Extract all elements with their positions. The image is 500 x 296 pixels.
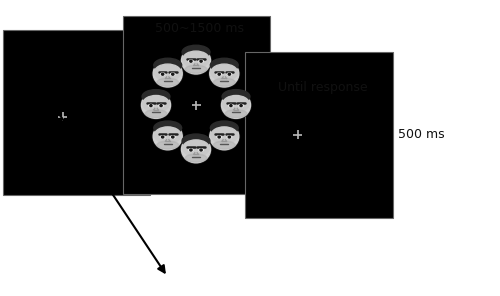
Ellipse shape xyxy=(217,136,222,138)
Ellipse shape xyxy=(181,47,211,75)
Ellipse shape xyxy=(230,105,232,107)
Text: 500 ms: 500 ms xyxy=(398,128,444,141)
Ellipse shape xyxy=(182,51,210,67)
Ellipse shape xyxy=(214,141,235,149)
Ellipse shape xyxy=(160,136,165,138)
Ellipse shape xyxy=(222,90,250,104)
Ellipse shape xyxy=(170,73,175,75)
Ellipse shape xyxy=(170,136,175,138)
Ellipse shape xyxy=(145,110,167,118)
Ellipse shape xyxy=(154,58,182,72)
Ellipse shape xyxy=(199,149,203,151)
Ellipse shape xyxy=(199,60,203,62)
Ellipse shape xyxy=(217,73,222,75)
Ellipse shape xyxy=(228,73,230,75)
Text: Until response: Until response xyxy=(278,81,367,94)
Ellipse shape xyxy=(153,60,182,87)
Ellipse shape xyxy=(211,127,238,143)
Ellipse shape xyxy=(209,123,240,150)
Ellipse shape xyxy=(182,47,210,74)
Ellipse shape xyxy=(154,121,182,135)
Ellipse shape xyxy=(150,105,152,107)
Ellipse shape xyxy=(172,73,174,75)
Ellipse shape xyxy=(160,73,165,75)
Ellipse shape xyxy=(172,136,174,138)
Ellipse shape xyxy=(182,136,210,163)
Ellipse shape xyxy=(152,123,183,150)
Ellipse shape xyxy=(162,136,164,138)
Ellipse shape xyxy=(211,64,238,81)
Ellipse shape xyxy=(228,136,230,138)
Ellipse shape xyxy=(239,104,244,107)
Ellipse shape xyxy=(200,60,202,62)
Bar xyxy=(122,16,270,194)
Ellipse shape xyxy=(142,96,170,112)
Ellipse shape xyxy=(225,110,247,118)
Ellipse shape xyxy=(157,78,178,86)
Ellipse shape xyxy=(228,104,233,107)
Ellipse shape xyxy=(218,73,220,75)
Ellipse shape xyxy=(214,78,235,86)
Ellipse shape xyxy=(154,127,181,143)
Ellipse shape xyxy=(221,91,251,119)
Ellipse shape xyxy=(218,136,220,138)
Ellipse shape xyxy=(190,60,192,62)
Bar xyxy=(2,30,150,195)
Bar xyxy=(245,52,392,218)
Ellipse shape xyxy=(210,58,238,72)
Ellipse shape xyxy=(222,92,250,118)
Ellipse shape xyxy=(185,154,207,162)
Ellipse shape xyxy=(188,149,193,151)
Ellipse shape xyxy=(227,136,232,138)
Ellipse shape xyxy=(188,60,193,62)
Ellipse shape xyxy=(159,104,164,107)
Ellipse shape xyxy=(153,123,182,150)
Ellipse shape xyxy=(190,149,192,151)
Ellipse shape xyxy=(227,73,232,75)
Ellipse shape xyxy=(157,141,178,149)
Ellipse shape xyxy=(181,136,211,163)
Ellipse shape xyxy=(210,121,238,135)
Ellipse shape xyxy=(152,60,183,88)
Ellipse shape xyxy=(210,60,239,87)
Ellipse shape xyxy=(240,105,242,107)
Ellipse shape xyxy=(162,73,164,75)
Ellipse shape xyxy=(160,105,162,107)
Ellipse shape xyxy=(200,149,202,151)
Text: 500~1500 ms: 500~1500 ms xyxy=(155,22,244,35)
Ellipse shape xyxy=(182,140,210,156)
Ellipse shape xyxy=(185,65,207,73)
Ellipse shape xyxy=(148,104,153,107)
Ellipse shape xyxy=(182,45,210,59)
Ellipse shape xyxy=(142,90,170,104)
Ellipse shape xyxy=(154,64,181,81)
Ellipse shape xyxy=(222,96,250,112)
Ellipse shape xyxy=(141,91,171,119)
Ellipse shape xyxy=(182,134,210,148)
Ellipse shape xyxy=(142,92,171,118)
Ellipse shape xyxy=(209,60,240,88)
Ellipse shape xyxy=(210,123,239,150)
